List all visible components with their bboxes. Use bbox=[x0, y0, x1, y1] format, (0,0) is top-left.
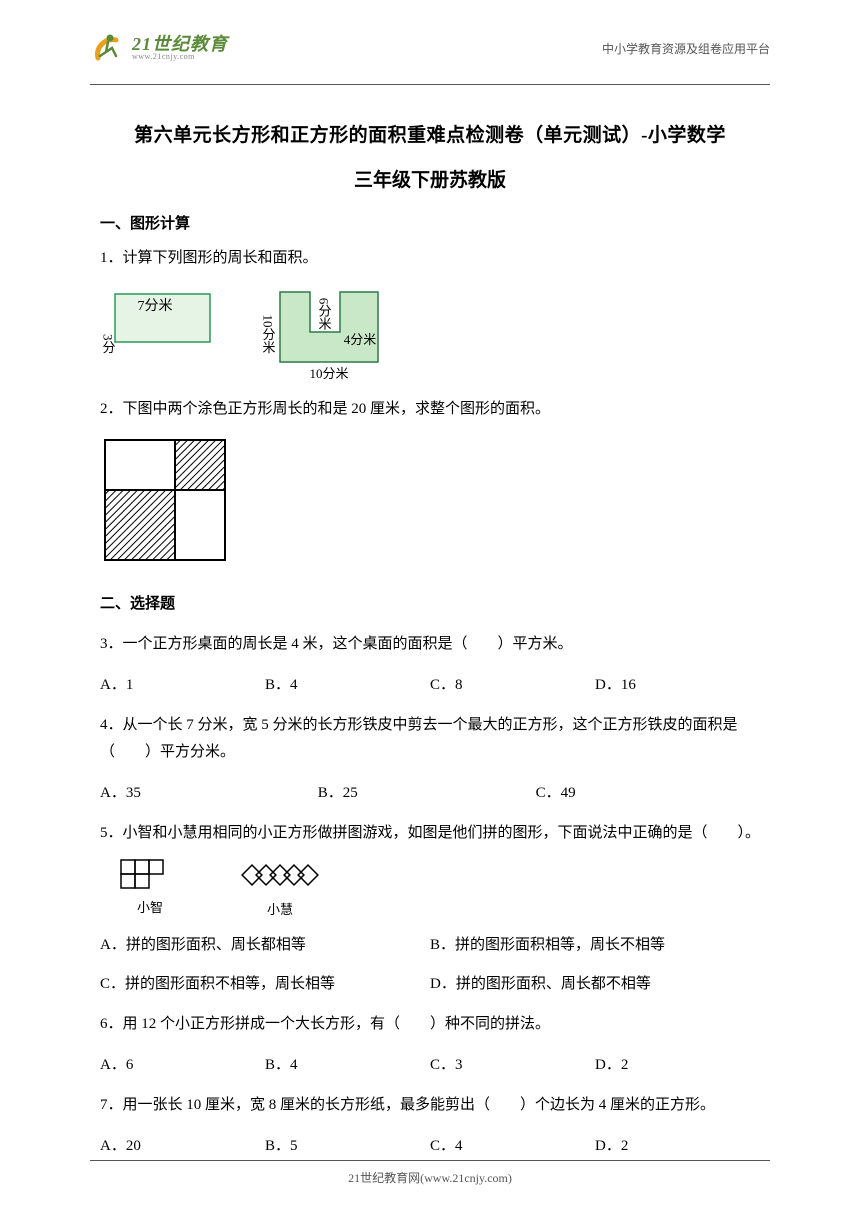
logo-icon bbox=[90, 30, 126, 66]
q6-opt-b: B．4 bbox=[265, 1053, 430, 1074]
header-right-text: 中小学教育资源及组卷应用平台 bbox=[602, 40, 770, 57]
q1-fig1-width: 7分米 bbox=[138, 298, 173, 314]
q7-options: A．20 B．5 C．4 D．2 bbox=[100, 1134, 760, 1155]
q6-text: 6．用 12 个小正方形拼成一个大长方形，有（ ）种不同的拼法。 bbox=[100, 1011, 760, 1038]
q7-opt-a: A．20 bbox=[100, 1134, 265, 1155]
q1-figure2: 10分米 6分米 4分米 10分米 bbox=[250, 284, 400, 384]
q5-figures: 小智 小慧 bbox=[120, 859, 760, 918]
q5-fig1: 小智 bbox=[120, 859, 180, 918]
q6-opt-d: D．2 bbox=[595, 1053, 760, 1074]
footer-divider bbox=[90, 1160, 770, 1161]
q4-opt-b: B．25 bbox=[318, 781, 536, 802]
q5-opt-b: B．拼的图形面积相等，周长不相等 bbox=[430, 933, 760, 954]
q3-opt-a: A．1 bbox=[100, 673, 265, 694]
logo-main-text: 21世纪教育 bbox=[132, 35, 228, 53]
q4-text: 4．从一个长 7 分米，宽 5 分米的长方形铁皮中剪去一个最大的正方形，这个正方… bbox=[100, 712, 760, 766]
q5-label1: 小智 bbox=[137, 897, 163, 916]
footer-text: 21世纪教育网(www.21cnjy.com) bbox=[0, 1169, 860, 1186]
logo: 21世纪教育 www.21cnjy.com bbox=[90, 30, 228, 66]
q5-text: 5．小智和小慧用相同的小正方形做拼图游戏，如图是他们拼的图形，下面说法中正确的是… bbox=[100, 820, 760, 847]
q6-opt-c: C．3 bbox=[430, 1053, 595, 1074]
q1-figures: 7分米 3分米 10分米 6分米 4分米 10分米 bbox=[100, 284, 760, 384]
q4-opt-c: C．49 bbox=[536, 781, 754, 802]
q1-fig2-base: 10分米 bbox=[309, 366, 348, 381]
q1-fig2-slot: 6分米 bbox=[317, 298, 332, 331]
q5-opt-c: C．拼的图形面积不相等，周长相等 bbox=[100, 972, 430, 993]
sub-title: 三年级下册苏教版 bbox=[100, 165, 760, 192]
q4-opt-a: A．35 bbox=[100, 781, 318, 802]
logo-text: 21世纪教育 www.21cnjy.com bbox=[132, 35, 228, 61]
logo-sub-text: www.21cnjy.com bbox=[132, 53, 228, 61]
q7-text: 7．用一张长 10 厘米，宽 8 厘米的长方形纸，最多能剪出（ ）个边长为 4 … bbox=[100, 1092, 760, 1119]
q1-fig2-notch: 4分米 bbox=[344, 332, 377, 347]
page-footer: 21世纪教育网(www.21cnjy.com) bbox=[0, 1160, 860, 1186]
q2-figure bbox=[100, 435, 760, 570]
q6-options: A．6 B．4 C．3 D．2 bbox=[100, 1053, 760, 1074]
q3-opt-c: C．8 bbox=[430, 673, 595, 694]
q5-opt-a: A．拼的图形面积、周长都相等 bbox=[100, 933, 430, 954]
q1-fig1-height: 3分米 bbox=[101, 334, 116, 354]
q7-opt-c: C．4 bbox=[430, 1134, 595, 1155]
main-title: 第六单元长方形和正方形的面积重难点检测卷（单元测试）-小学数学 bbox=[100, 120, 760, 147]
q7-opt-d: D．2 bbox=[595, 1134, 760, 1155]
section1-heading: 一、图形计算 bbox=[100, 212, 760, 233]
q2-text: 2．下图中两个涂色正方形周长的和是 20 厘米，求整个图形的面积。 bbox=[100, 396, 760, 423]
q7-opt-b: B．5 bbox=[265, 1134, 430, 1155]
q1-figure1: 7分米 3分米 bbox=[100, 284, 220, 354]
q5-opt-d: D．拼的图形面积、周长都不相等 bbox=[430, 972, 760, 993]
q1-fig2-h: 10分米 bbox=[261, 315, 276, 354]
content-area: 第六单元长方形和正方形的面积重难点检测卷（单元测试）-小学数学 三年级下册苏教版… bbox=[0, 85, 860, 1155]
q6-opt-a: A．6 bbox=[100, 1053, 265, 1074]
q5-options: A．拼的图形面积、周长都相等 B．拼的图形面积相等，周长不相等 C．拼的图形面积… bbox=[100, 933, 760, 993]
section2-heading: 二、选择题 bbox=[100, 592, 760, 613]
q3-opt-d: D．16 bbox=[595, 673, 760, 694]
q3-text: 3．一个正方形桌面的周长是 4 米，这个桌面的面积是（ ）平方米。 bbox=[100, 631, 760, 658]
q5-fig2: 小慧 bbox=[240, 859, 320, 918]
page-header: 21世纪教育 www.21cnjy.com 中小学教育资源及组卷应用平台 bbox=[0, 0, 860, 76]
q4-options: A．35 B．25 C．49 bbox=[100, 781, 760, 802]
q1-text: 1．计算下列图形的周长和面积。 bbox=[100, 245, 760, 272]
q3-opt-b: B．4 bbox=[265, 673, 430, 694]
q5-label2: 小慧 bbox=[267, 899, 293, 918]
q3-options: A．1 B．4 C．8 D．16 bbox=[100, 673, 760, 694]
